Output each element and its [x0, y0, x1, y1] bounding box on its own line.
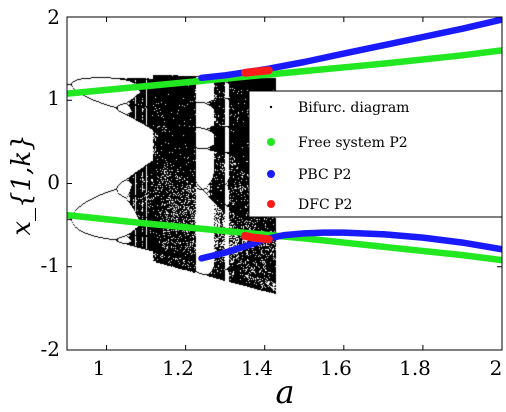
- x-tick-label: 1.4: [241, 356, 273, 380]
- legend-marker-dfc: [267, 200, 275, 208]
- series-line-pbc-p2: [198, 229, 502, 262]
- legend-label-free-system: Free system P2: [298, 135, 408, 151]
- series-line-dfc-p2: [241, 66, 273, 77]
- legend-label-pbc: PBC P2: [298, 167, 351, 183]
- legend: Bifurc. diagram Free system P2 PBC P2 DF…: [248, 90, 503, 218]
- y-tick-label: -2: [41, 337, 60, 361]
- legend-marker-pbc: [267, 170, 275, 178]
- legend-label-dfc: DFC P2: [298, 197, 352, 213]
- legend-label-bifurcation: Bifurc. diagram: [298, 100, 409, 116]
- x-tick-label: 2: [490, 356, 503, 380]
- x-axis-label: a: [275, 373, 294, 407]
- x-tick-label: 1.6: [320, 356, 352, 380]
- y-tick-label: 2: [47, 5, 60, 29]
- y-tick-label: 1: [47, 86, 60, 110]
- series-line-pbc-p2: [198, 17, 502, 82]
- series-line-free-system-p2: [67, 47, 502, 97]
- series-line-free-system-p2: [67, 211, 502, 264]
- x-tick-label: 1.2: [162, 356, 194, 380]
- axis-ticks: [67, 16, 503, 351]
- legend-box: [248, 90, 503, 218]
- x-tick-label: 1: [93, 356, 106, 380]
- series-line-dfc-p2: [241, 231, 273, 244]
- y-tick-label: -1: [41, 253, 60, 277]
- y-tick-labels: 2 1 0 -1 -2: [41, 5, 60, 361]
- legend-marker-free-system: [267, 138, 275, 146]
- y-axis-label: x_{1,k}: [7, 134, 37, 235]
- y-tick-label: 0: [47, 170, 60, 194]
- legend-marker-bifurcation: [269, 105, 273, 109]
- x-tick-label: 1.8: [399, 356, 431, 380]
- x-tick-labels: 1 1.2 1.4 1.6 1.8 2: [93, 356, 503, 380]
